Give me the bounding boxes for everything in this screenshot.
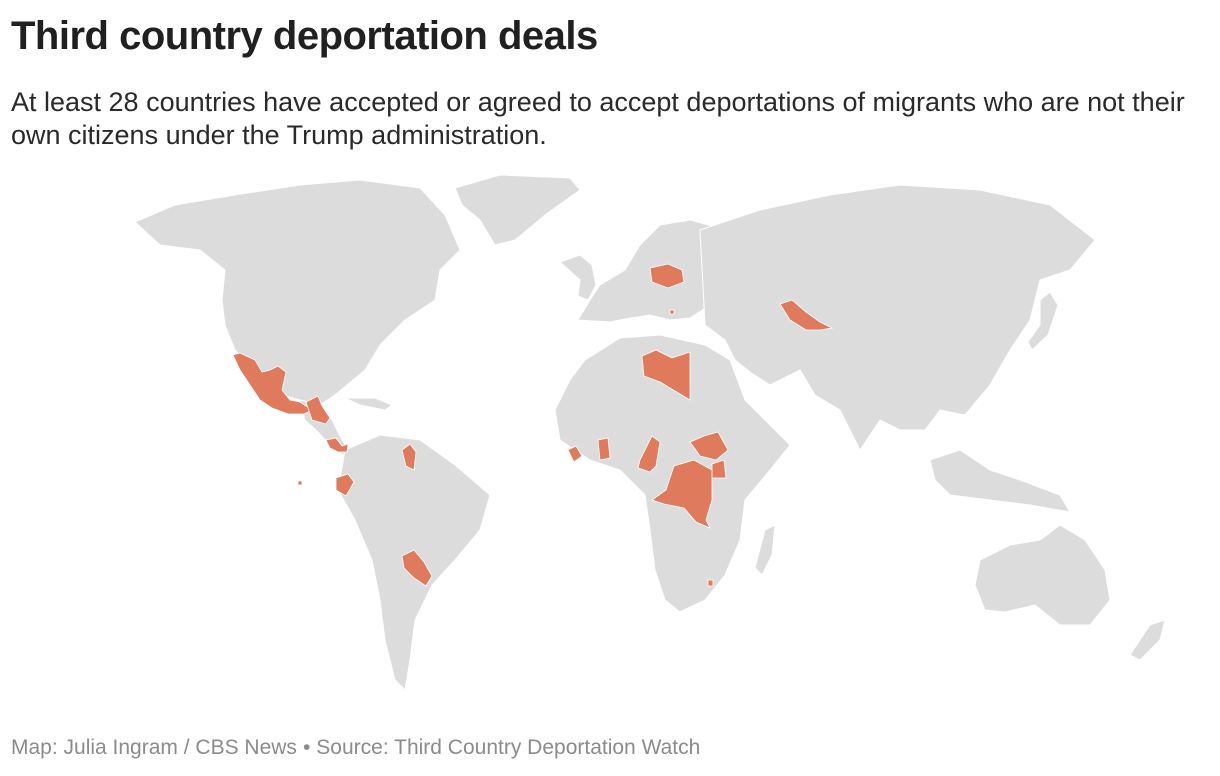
- landmass-asia: [699, 184, 1096, 451]
- country-guatemala-honduras-el-salvador[interactable]: [305, 395, 331, 425]
- world-map: [134, 174, 1166, 692]
- country-paraguay[interactable]: [401, 549, 433, 587]
- landmass-caribbean: [344, 397, 394, 411]
- country-kosovo[interactable]: [669, 309, 675, 315]
- landmass-southeast-asia-islands: [929, 449, 1071, 513]
- country-south-sudan[interactable]: [689, 431, 729, 461]
- chart-subtitle: At least 28 countries have accepted or a…: [11, 87, 1185, 150]
- country-uzbekistan[interactable]: [779, 299, 834, 331]
- chart-title: Third country deportation deals: [11, 14, 598, 58]
- country-libya[interactable]: [641, 349, 691, 401]
- map-credit: Map: Julia Ingram / CBS News: [11, 736, 297, 759]
- country-liberia[interactable]: [567, 445, 583, 463]
- country-costa-rica-panama[interactable]: [325, 437, 349, 453]
- country-drc[interactable]: [651, 459, 713, 529]
- landmass-new-zealand: [1129, 619, 1166, 661]
- country-ghana[interactable]: [597, 437, 611, 461]
- landmass-madagascar: [754, 524, 776, 576]
- country-cameroon-equatorial-guinea[interactable]: [637, 435, 661, 473]
- credit-separator: •: [302, 736, 311, 759]
- landmass-iceland-uk: [559, 254, 597, 301]
- country-mexico[interactable]: [232, 352, 313, 415]
- country-guyana-suriname[interactable]: [401, 443, 417, 471]
- land-masses: [134, 174, 1166, 692]
- map-source: Source: Third Country Deportation Watch: [316, 736, 701, 759]
- country-eswatini[interactable]: [707, 579, 714, 587]
- landmass-australia: [974, 524, 1111, 626]
- landmass-north-america: [134, 179, 461, 406]
- country-poland[interactable]: [649, 263, 685, 289]
- landmass-japan: [1027, 291, 1059, 351]
- highlighted-countries: [232, 263, 834, 587]
- landmass-greenland: [454, 174, 581, 246]
- country-ecuador[interactable]: [335, 473, 355, 497]
- country-galapagos[interactable]: [297, 480, 303, 486]
- map-credit-line: Map: Julia Ingram / CBS News • Source: Thi…: [11, 736, 700, 760]
